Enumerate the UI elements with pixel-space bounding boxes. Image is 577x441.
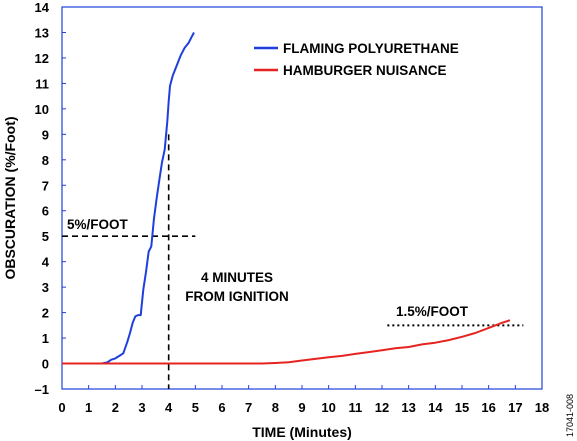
x-tick-label: 7	[245, 400, 252, 415]
legend-label-hamburger: HAMBURGER NUISANCE	[283, 63, 447, 78]
x-tick-label: 5	[192, 400, 199, 415]
annotation-1.5pct-foot: 1.5%/FOOT	[396, 304, 469, 319]
y-axis-title: OBSCURATION (%/Foot)	[2, 116, 18, 279]
x-tick-label: 6	[218, 400, 225, 415]
x-tick-label: 16	[481, 400, 495, 415]
y-tick-label: 6	[42, 204, 49, 219]
legend-label-polyurethane: FLAMING POLYURETHANE	[283, 41, 459, 56]
y-tick-label: 3	[42, 280, 49, 295]
y-tick-label: 7	[42, 178, 49, 193]
annotation-bg-5pct	[64, 215, 138, 233]
annotation-bg-4min	[172, 268, 304, 306]
y-tick-label: 0	[42, 357, 49, 372]
axis-ticks: 0 1 2 3 4 5 6 7 8 9 10 11 12 13 14 15 16 17 18–10123456789…	[35, 0, 550, 415]
series-line-hamburger-nuisance	[62, 319, 511, 365]
reference-lines	[62, 134, 524, 389]
y-tick-label: 13	[35, 25, 49, 40]
figure-id: 17041-008	[565, 394, 575, 437]
y-tick-label: 4	[42, 255, 50, 270]
y-tick-label: 5	[42, 229, 49, 244]
y-tick-label: 9	[42, 127, 49, 142]
x-tick-label: 18	[535, 400, 549, 415]
annotation-bg-1.5pct	[390, 302, 486, 319]
x-tick-label: 2	[112, 400, 119, 415]
y-tick-label: 10	[35, 102, 49, 117]
x-tick-label: 9	[298, 400, 305, 415]
x-tick-label: 10	[321, 400, 335, 415]
x-tick-label: 1	[85, 400, 92, 415]
y-tick-label: 8	[42, 153, 49, 168]
x-tick-label: 4	[165, 400, 173, 415]
x-tick-label: 3	[138, 400, 145, 415]
annotation-5pct-foot: 5%/FOOT	[67, 217, 129, 232]
series-line-flaming-polyurethane	[62, 32, 195, 365]
y-tick-label: 11	[35, 76, 49, 91]
x-tick-label: 17	[508, 400, 522, 415]
y-tick-label: 12	[35, 51, 49, 66]
x-tick-label: 12	[375, 400, 389, 415]
y-tick-label: 14	[35, 0, 50, 15]
x-tick-label: 13	[401, 400, 415, 415]
annotation-4-minutes: 4 MINUTES	[201, 270, 273, 285]
x-tick-label: 14	[428, 400, 443, 415]
x-tick-label: 15	[455, 400, 469, 415]
y-tick-label: 2	[42, 306, 49, 321]
x-tick-label: 11	[348, 400, 362, 415]
legend: FLAMING POLYURETHANE HAMBURGER NUISANCE	[254, 41, 459, 78]
annotation-from-ignition: FROM IGNITION	[185, 289, 289, 304]
y-tick-label: –1	[35, 382, 49, 397]
x-tick-label: 8	[272, 400, 279, 415]
x-axis-title: TIME (Minutes)	[252, 424, 352, 440]
y-tick-label: 1	[42, 331, 49, 346]
data-series	[62, 32, 511, 365]
x-tick-label: 0	[58, 400, 65, 415]
